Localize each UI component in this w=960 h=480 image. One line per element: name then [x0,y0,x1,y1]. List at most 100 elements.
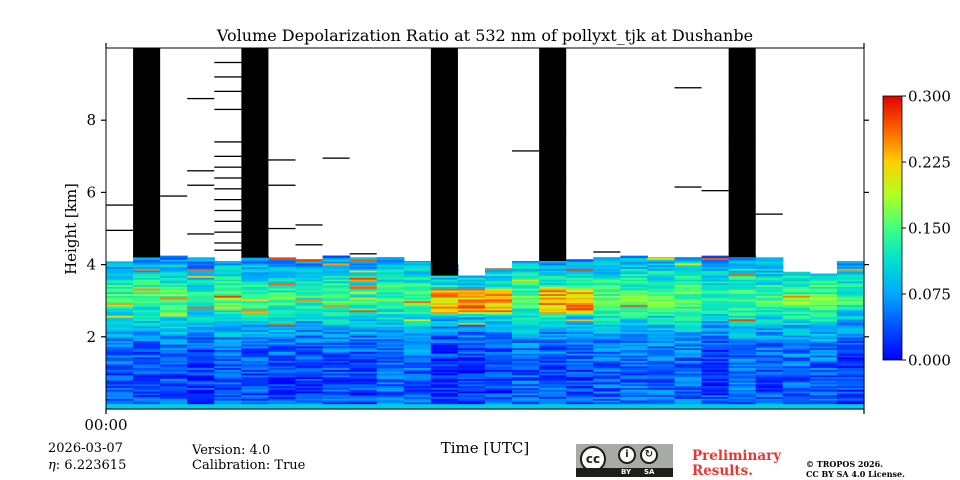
heatmap-cell [349,389,378,392]
heatmap-cell [755,356,784,360]
heatmap-cell [836,288,865,291]
heatmap-cell [728,324,757,327]
heatmap-cell [701,322,730,325]
heatmap-cell [836,347,865,351]
heatmap-cell [647,342,676,345]
heatmap-cell [566,315,594,318]
heatmap-cell [512,333,540,336]
heatmap-cell [836,369,865,372]
heatmap-cell [160,318,188,322]
heatmap-cell [512,318,540,322]
heatmap-cell [214,365,242,369]
heatmap-cell [836,360,865,363]
heatmap-cell [430,288,459,291]
heatmap-cell [647,271,676,275]
heatmap-cell [349,374,378,378]
heatmap-cell [539,260,567,264]
heatmap-cell [295,399,324,403]
heatmap-cell [647,309,676,313]
heatmap-cell [322,279,351,282]
heatmap-cell [133,372,161,376]
heatmap-cell [106,367,134,370]
cloud-return-line [755,213,783,215]
heatmap-cell [133,279,161,282]
heatmap-cell [295,268,324,271]
heatmap-cell [349,390,378,394]
heatmap-cell [782,371,811,374]
heatmap-cell [187,257,215,260]
heatmap-cell [160,356,188,360]
heatmap-cell [187,322,215,325]
heatmap-cell [647,273,676,277]
heatmap-cell [836,327,865,331]
heatmap-cell [430,275,459,278]
heatmap-cell [430,405,459,408]
heatmap-cell [674,401,703,405]
heatmap-cell [268,313,297,316]
heatmap-cell [512,338,540,342]
heatmap-cell [809,367,838,370]
heatmap-cell [620,401,649,405]
heatmap-cell [485,284,513,287]
heatmap-cell [539,282,567,286]
heatmap-cell [674,365,703,369]
heatmap-cell [512,351,540,354]
heatmap-cell [214,407,242,410]
heatmap-cell [593,344,621,347]
heatmap-cell [403,315,432,318]
heatmap-cell [512,307,540,311]
heatmap-cell [620,273,649,277]
heatmap-cell [430,329,459,332]
heatmap-cell [485,295,513,298]
heatmap-cell [322,297,351,300]
heatmap-cell [268,342,297,345]
heatmap-cell [539,260,567,262]
heatmap-cell [268,380,297,383]
cc-label-bar [576,468,673,477]
heatmap-cell [322,344,351,347]
heatmap-cell [106,363,134,367]
heatmap-cell [187,316,215,320]
heatmap-cell [512,275,540,278]
heatmap-cell [674,311,703,314]
colorbar-tick-label: 0.075 [908,286,951,304]
heatmap-cell [566,381,594,385]
heatmap-cell [539,284,567,287]
heatmap-cell [268,316,297,320]
heatmap-cell [322,315,351,318]
heatmap-cell [539,275,567,278]
heatmap-cell [701,336,730,340]
heatmap-cell [322,313,351,316]
heatmap-cell [836,329,865,332]
heatmap-cell [322,351,351,354]
heatmap-cell [782,403,811,406]
heatmap-cell [701,401,730,405]
heatmap-cell [512,279,540,282]
heatmap-cell [322,349,351,352]
heatmap-cell [647,264,676,267]
heatmap-cell [403,295,432,298]
heatmap-cell [214,396,242,399]
heatmap-cell [349,257,378,258]
heatmap-cell [349,394,378,397]
heatmap-cell [430,297,459,300]
heatmap-cell [593,275,621,278]
heatmap-cell [728,289,757,293]
heatmap-cell [214,264,242,267]
heatmap-cell [836,273,865,277]
footer-version: Version: 4.0 [192,443,271,458]
heatmap-cell [539,372,567,376]
heatmap-cell [322,289,351,293]
heatmap-cell [187,396,215,399]
heatmap-cell [809,387,838,390]
heatmap-cell [512,315,540,318]
heatmap-cell [295,371,324,374]
heatmap-cell [836,293,865,296]
heatmap-cell [674,259,703,262]
heatmap-cell [674,349,703,352]
heatmap-cell [187,381,215,385]
heatmap-cell [214,311,242,314]
heatmap-cell [376,286,405,289]
heatmap-cell [566,286,594,289]
heatmap-cell [349,405,378,408]
